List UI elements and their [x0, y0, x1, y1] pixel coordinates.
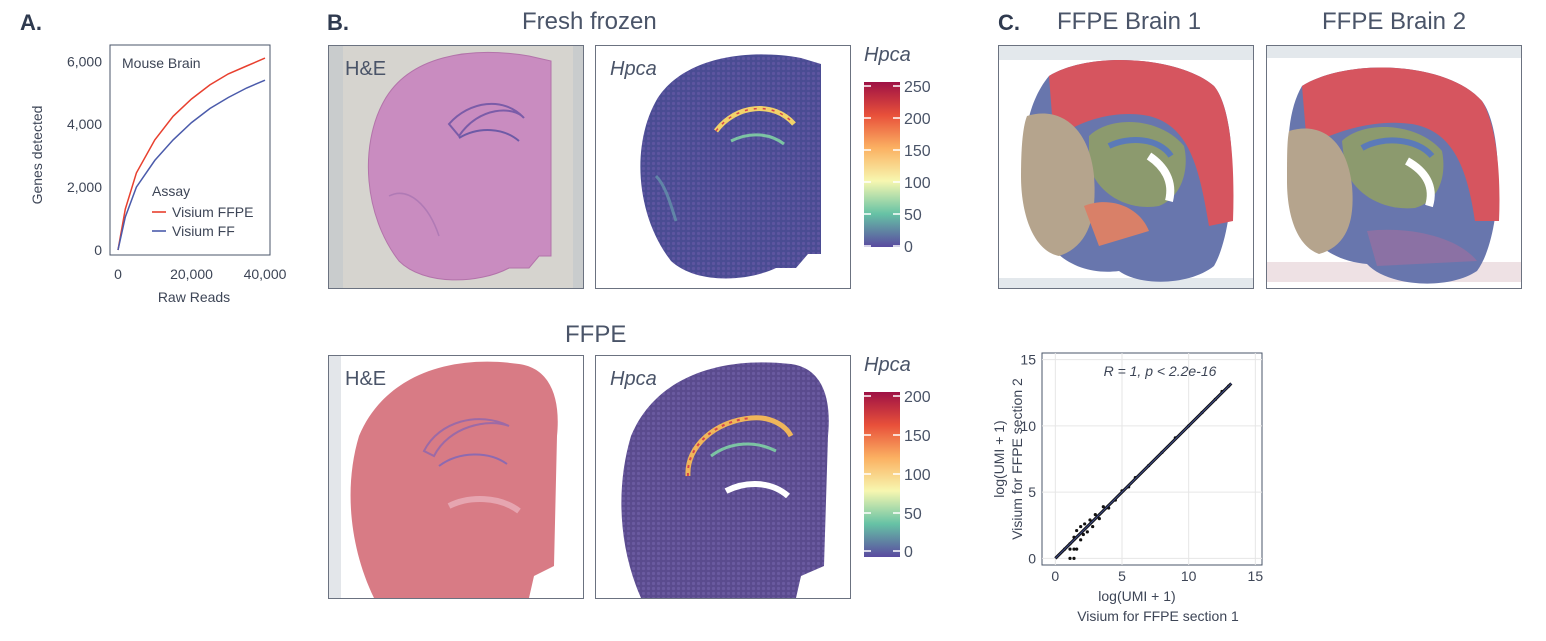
- chart-b-xtick: 10: [1181, 568, 1197, 584]
- legend-ff-label: Visium FF: [172, 223, 235, 239]
- chart-a-plot-frame: [109, 44, 271, 256]
- ffpe-he-label: H&E: [345, 368, 387, 390]
- chart-a-legend-title: Assay: [152, 183, 190, 199]
- scatter-point: [1107, 506, 1111, 510]
- scatter-point: [1079, 524, 1083, 529]
- chart-a-ytick: 6,000: [67, 53, 102, 69]
- ff-hpca-spot-map: Hpca: [595, 45, 851, 289]
- chart-a-xtick: 20,000: [170, 266, 213, 282]
- ffpe-hpca-tissue: [621, 362, 829, 598]
- chart-b-annotation: R = 1, p < 2.2e-16: [1104, 363, 1217, 379]
- scatter-point: [1093, 513, 1097, 517]
- scatter-point: [1075, 547, 1079, 551]
- chart-a-xlabel: Raw Reads: [158, 289, 230, 305]
- ffpe-brain-1-cluster-map: [998, 45, 1254, 289]
- umi-correlation-scatter: 0 5 10 15 0 5 10 15 R = 1, p < 2.2e-16 log(UMI …: [991, 352, 1264, 624]
- chart-b-ytick: 10: [1020, 418, 1036, 434]
- ffpe-brain-1-title: FFPE Brain 1: [1057, 8, 1202, 35]
- chart-b-ytick: 0: [1028, 550, 1036, 566]
- scatter-point: [1075, 528, 1079, 533]
- chart-b-ytick: 15: [1020, 352, 1036, 368]
- ff-cb-tick-200: 200: [904, 111, 931, 128]
- scatter-point: [1072, 547, 1076, 551]
- ffpe-cb-tick-200: 200: [904, 389, 931, 406]
- ff-cb-tick-50: 50: [904, 207, 922, 224]
- chart-b-xtick: 15: [1248, 568, 1264, 584]
- ff-colorbar-title: Hpca: [864, 44, 911, 66]
- chart-b-ylabel-line2: Visium for FFPE section 2: [1009, 378, 1025, 540]
- ffpe-colorbar: 200 150 100 50 0: [864, 389, 931, 561]
- scatter-point: [1097, 517, 1101, 521]
- ff-colorbar: 250 200 150 100 50 0: [864, 79, 931, 256]
- chart-b-xtick: 0: [1051, 568, 1059, 584]
- ffpe-hpca-spot-map: Hpca: [595, 355, 851, 599]
- scatter-point: [1083, 522, 1087, 526]
- ff-cb-tick-250: 250: [904, 79, 931, 96]
- chart-b-ytick: 5: [1028, 484, 1036, 500]
- ffpe-brain-2-cluster-map: [1266, 45, 1522, 289]
- panel-c-label: C.: [998, 10, 1020, 35]
- ffpe-cb-tick-100: 100: [904, 467, 931, 484]
- chart-a-ytick: 2,000: [67, 179, 102, 195]
- scatter-point: [1085, 530, 1089, 534]
- ff-cb-tick-150: 150: [904, 143, 931, 160]
- chart-a-ytick: 0: [94, 242, 102, 258]
- ffpe-cb-tick-0: 0: [904, 544, 913, 561]
- ffpe-colorbar-title: Hpca: [864, 354, 911, 376]
- ffpe-cb-tick-150: 150: [904, 428, 931, 445]
- ff-he-image: H&E: [328, 45, 584, 289]
- scatter-point: [1088, 518, 1092, 522]
- ff-he-tissue: [329, 46, 583, 288]
- chart-b-xlabel-line2: Visium for FFPE section 1: [1077, 608, 1239, 624]
- ff-cb-tick-0: 0: [904, 239, 913, 256]
- ffpe-he-tissue: [329, 356, 558, 598]
- scatter-point: [1068, 547, 1072, 551]
- scatter-point: [1091, 524, 1095, 529]
- scatter-point: [1072, 535, 1076, 539]
- panel-a-label: A.: [20, 10, 42, 35]
- ffpe-brain-2-title: FFPE Brain 2: [1322, 8, 1467, 35]
- scatter-point: [1079, 538, 1083, 542]
- ff-cb-tick-100: 100: [904, 175, 931, 192]
- ff-hpca-tissue: [640, 54, 821, 279]
- chart-b-xtick: 5: [1118, 568, 1126, 584]
- genes-detected-line-chart: 0 20,000 40,000 0 2,000 4,000 6,000 Mouse Brai…: [29, 44, 287, 305]
- scatter-point: [1072, 556, 1076, 560]
- ff-he-label: H&E: [345, 58, 387, 80]
- brain-2-tissue: [1267, 46, 1521, 284]
- legend-ffpe-label: Visium FFPE: [172, 204, 253, 220]
- ff-hpca-label: Hpca: [610, 58, 657, 80]
- series-line-visium-ffpe: [117, 57, 266, 251]
- ffpe-he-image: H&E: [328, 355, 584, 599]
- series-line-visium-ff: [117, 79, 266, 251]
- scatter-point: [1101, 505, 1105, 509]
- scatter-point: [1081, 532, 1085, 537]
- ffpe-hpca-label: Hpca: [610, 368, 657, 390]
- chart-b-ylabel-line1: log(UMI + 1): [991, 420, 1007, 497]
- chart-a-xtick: 0: [114, 266, 122, 282]
- ffpe-cb-tick-50: 50: [904, 506, 922, 523]
- fresh-frozen-title: Fresh frozen: [522, 8, 657, 35]
- brain-1-tissue: [999, 46, 1253, 288]
- chart-a-annotation: Mouse Brain: [122, 55, 201, 71]
- chart-a-ylabel: Genes detected: [29, 106, 45, 205]
- scatter-point: [1068, 556, 1072, 560]
- chart-b-trend-line: [1054, 383, 1232, 559]
- ffpe-title: FFPE: [565, 321, 627, 348]
- chart-b-xlabel-line1: log(UMI + 1): [1098, 588, 1175, 604]
- chart-a-xtick: 40,000: [244, 266, 287, 282]
- chart-a-ytick: 4,000: [67, 116, 102, 132]
- panel-b-label: B.: [327, 10, 349, 35]
